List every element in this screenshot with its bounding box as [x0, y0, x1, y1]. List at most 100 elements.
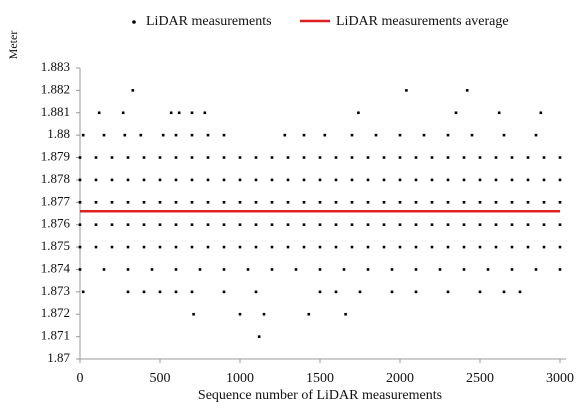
data-point	[126, 245, 130, 249]
data-point	[254, 156, 258, 159]
data-point	[318, 245, 322, 249]
data-point	[270, 268, 274, 271]
data-point	[430, 178, 434, 182]
data-point	[422, 133, 426, 137]
data-point	[238, 312, 242, 316]
data-point	[510, 156, 514, 159]
y-tick-label: 1.882	[41, 81, 70, 96]
data-point	[502, 133, 506, 137]
data-point	[494, 156, 498, 159]
data-point	[206, 156, 210, 159]
data-point	[110, 156, 114, 159]
data-point	[190, 245, 194, 249]
data-point	[190, 133, 194, 137]
data-point	[526, 156, 530, 159]
data-point	[462, 156, 466, 159]
data-point	[526, 245, 530, 249]
data-point	[470, 133, 474, 137]
data-point	[126, 290, 130, 294]
data-point	[366, 178, 370, 182]
data-point	[142, 156, 146, 159]
data-point	[174, 201, 178, 204]
data-point	[94, 223, 98, 226]
data-point	[318, 290, 322, 294]
data-point	[110, 223, 114, 226]
y-tick-label: 1.875	[41, 238, 70, 253]
y-axis-label: Meter	[6, 31, 20, 60]
data-point	[174, 133, 178, 137]
data-point	[374, 133, 378, 137]
data-point	[430, 156, 434, 159]
x-axis-label: Sequence number of LiDAR measurements	[198, 388, 442, 403]
data-point	[222, 268, 226, 271]
data-point	[238, 178, 242, 182]
data-point	[350, 178, 354, 182]
data-point	[462, 268, 466, 271]
data-point	[358, 290, 362, 294]
data-point	[486, 268, 490, 271]
data-point	[206, 201, 210, 204]
data-point	[222, 156, 226, 159]
data-point	[139, 133, 143, 137]
data-point	[126, 268, 130, 271]
data-point	[94, 156, 98, 159]
y-tick-label: 1.877	[41, 193, 71, 208]
data-point	[126, 178, 130, 182]
data-point	[414, 245, 418, 249]
data-point	[334, 178, 338, 182]
data-point	[174, 290, 178, 294]
data-point	[158, 178, 162, 182]
data-point	[494, 201, 498, 204]
data-point	[494, 245, 498, 249]
data-point	[158, 201, 162, 204]
data-point	[478, 223, 482, 226]
data-point	[398, 223, 402, 226]
data-point	[510, 223, 514, 226]
data-point	[446, 201, 450, 204]
data-point	[222, 290, 226, 294]
data-point	[446, 178, 450, 182]
data-point	[174, 178, 178, 182]
data-point	[462, 178, 466, 182]
data-point	[286, 245, 290, 249]
y-tick-label: 1.87	[47, 350, 70, 365]
data-point	[110, 245, 114, 249]
data-point	[286, 201, 290, 204]
data-point	[238, 156, 242, 159]
data-point	[382, 223, 386, 226]
data-point	[510, 245, 514, 249]
data-point	[542, 178, 546, 182]
data-point	[110, 201, 114, 204]
data-point	[344, 312, 347, 316]
data-point	[446, 133, 450, 137]
x-tick-label: 2000	[386, 371, 414, 386]
data-point	[270, 156, 274, 159]
data-point	[465, 89, 469, 92]
data-point	[142, 290, 146, 294]
y-tick-label: 1.878	[41, 171, 70, 186]
legend-swatch	[132, 20, 136, 24]
data-point	[94, 178, 98, 182]
data-point	[350, 133, 354, 137]
data-point	[190, 156, 194, 159]
data-point	[270, 223, 274, 226]
legend-label: LiDAR measurements	[146, 14, 272, 29]
data-point	[542, 201, 546, 204]
data-point	[302, 133, 306, 137]
data-point	[494, 223, 498, 226]
y-tick-label: 1.873	[41, 283, 70, 298]
data-point	[192, 312, 195, 316]
data-point	[539, 111, 543, 115]
data-point	[542, 223, 546, 226]
data-point	[398, 245, 402, 249]
data-point	[382, 201, 386, 204]
data-point	[222, 245, 226, 249]
data-point	[462, 223, 466, 226]
y-tick-label: 1.879	[41, 149, 70, 164]
data-point	[494, 178, 498, 182]
data-point	[526, 223, 530, 226]
data-point	[174, 268, 178, 271]
data-point	[206, 223, 210, 226]
data-point	[334, 201, 338, 204]
data-point	[323, 133, 327, 137]
